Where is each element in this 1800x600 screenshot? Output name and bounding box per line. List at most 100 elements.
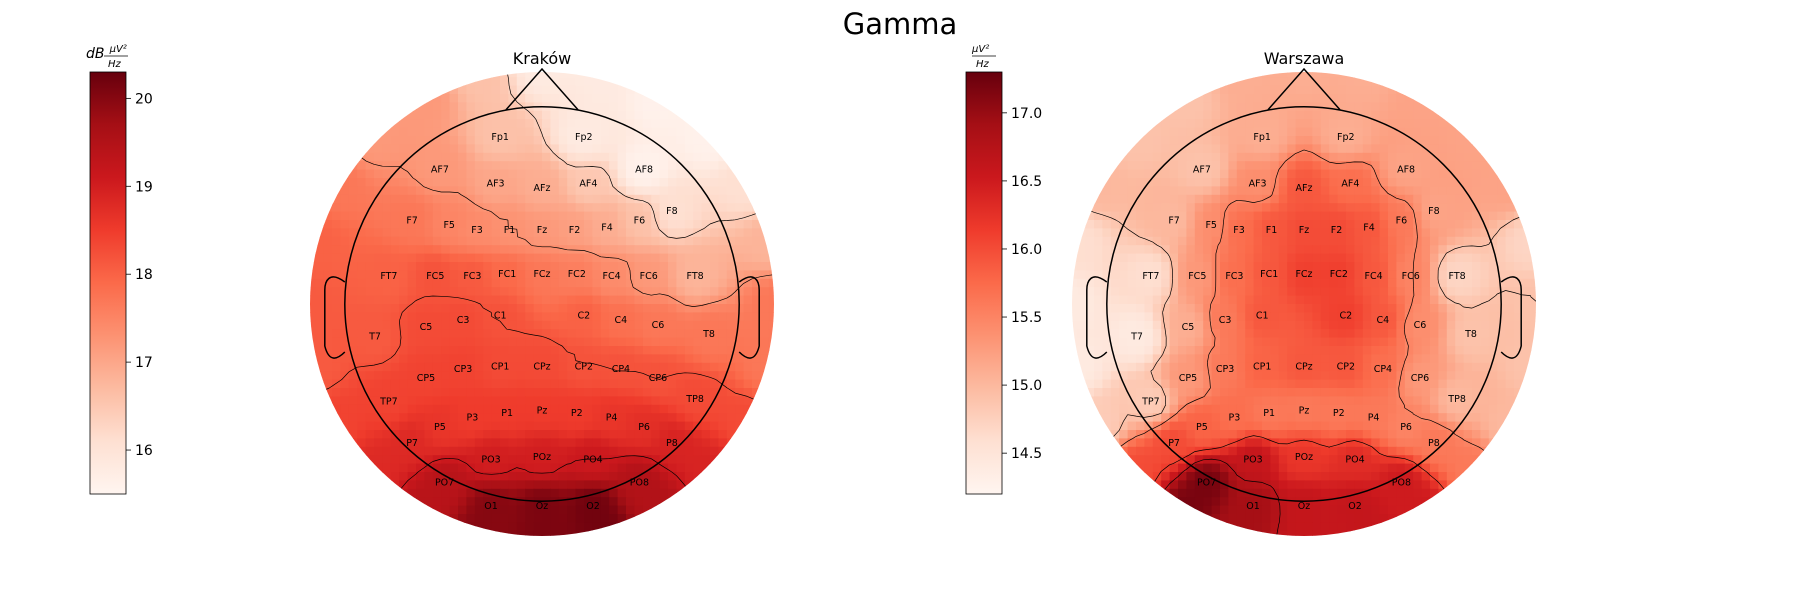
- heatmap-cell: [1430, 329, 1439, 339]
- heatmap-cell: [424, 127, 434, 137]
- heatmap-cell: [533, 169, 543, 179]
- heatmap-cell: [407, 94, 417, 103]
- heatmap-cell: [1127, 127, 1137, 137]
- heatmap-cell: [483, 337, 493, 347]
- heatmap-cell: [743, 278, 753, 288]
- heatmap-cell: [542, 530, 551, 536]
- heatmap-cell: [710, 463, 719, 473]
- heatmap-cell: [1539, 287, 1548, 296]
- heatmap-cell: [584, 472, 593, 481]
- heatmap-cell: [466, 110, 476, 120]
- heatmap-cell: [1144, 110, 1154, 120]
- heatmap-cell: [609, 245, 619, 255]
- heatmap-cell: [315, 220, 325, 229]
- heatmap-cell: [584, 77, 593, 87]
- heatmap-cell: [718, 337, 728, 347]
- heatmap-cell: [1329, 152, 1339, 162]
- heatmap-cell: [542, 522, 551, 532]
- heatmap-cell: [1388, 253, 1397, 263]
- heatmap-cell: [726, 270, 736, 280]
- electrode-label: F1: [504, 225, 516, 236]
- heatmap-cell: [1072, 312, 1078, 322]
- heatmap-cell: [1270, 421, 1280, 431]
- heatmap-cell: [424, 362, 434, 372]
- heatmap-cell: [626, 287, 635, 297]
- heatmap-cell: [382, 236, 392, 246]
- heatmap-cell: [735, 278, 745, 288]
- heatmap-cell: [1312, 320, 1322, 330]
- heatmap-cell: [1253, 278, 1263, 288]
- heatmap-cell: [718, 152, 728, 162]
- heatmap-cell: [508, 371, 518, 381]
- heatmap-cell: [1514, 354, 1523, 364]
- heatmap-cell: [1480, 203, 1490, 213]
- heatmap-cell: [710, 161, 719, 171]
- heatmap-cell: [584, 220, 593, 229]
- heatmap-cell: [432, 472, 442, 481]
- heatmap-cell: [1304, 430, 1313, 439]
- heatmap-cell: [516, 253, 526, 263]
- heatmap-cell: [1455, 404, 1465, 414]
- heatmap-cell: [1278, 236, 1288, 246]
- heatmap-cell: [584, 514, 593, 523]
- heatmap-cell: [693, 228, 703, 238]
- heatmap-cell: [542, 304, 551, 313]
- heatmap-cell: [1304, 278, 1313, 288]
- heatmap-cell: [668, 102, 677, 112]
- heatmap-cell: [550, 270, 560, 280]
- heatmap-cell: [659, 262, 669, 271]
- heatmap-cell: [1522, 220, 1532, 229]
- heatmap-cell: [500, 144, 509, 154]
- heatmap-cell: [1278, 169, 1288, 179]
- heatmap-cell: [1110, 236, 1120, 246]
- heatmap-cell: [726, 253, 736, 263]
- heatmap-cell: [1253, 404, 1263, 414]
- heatmap-cell: [1186, 220, 1196, 229]
- heatmap-cell: [1203, 194, 1213, 204]
- heatmap-cell: [558, 211, 568, 221]
- heatmap-cell: [651, 421, 661, 431]
- heatmap-cell: [458, 488, 467, 498]
- heatmap-cell: [701, 220, 711, 229]
- heatmap-cell: [1228, 102, 1238, 112]
- heatmap-cell: [1463, 220, 1473, 229]
- heatmap-cell: [651, 480, 661, 490]
- heatmap-cell: [701, 329, 711, 339]
- heatmap-cell: [1497, 396, 1507, 406]
- heatmap-cell: [542, 472, 551, 481]
- heatmap-cell: [1169, 161, 1179, 171]
- heatmap-cell: [1446, 354, 1456, 364]
- heatmap-cell: [1220, 236, 1229, 246]
- heatmap-cell: [399, 362, 409, 372]
- heatmap-cell: [1320, 262, 1330, 271]
- heatmap-cell: [458, 514, 467, 523]
- heatmap-cell: [516, 102, 526, 112]
- heatmap-cell: [1472, 136, 1481, 145]
- heatmap-cell: [1161, 102, 1171, 112]
- heatmap-cell: [1228, 413, 1238, 423]
- heatmap-cell: [374, 472, 383, 481]
- heatmap-cell: [390, 161, 400, 171]
- heatmap-cell: [424, 186, 434, 196]
- heatmap-cell: [575, 472, 585, 481]
- heatmap-cell: [407, 379, 417, 389]
- heatmap-cell: [668, 346, 677, 355]
- heatmap-cell: [1497, 178, 1507, 187]
- heatmap-cell: [1236, 228, 1246, 238]
- electrode-label: O2: [586, 501, 600, 512]
- heatmap-cell: [1077, 396, 1087, 406]
- heatmap-cell: [1161, 161, 1171, 171]
- heatmap-cell: [542, 220, 551, 229]
- heatmap-cell: [584, 119, 593, 129]
- heatmap-cell: [1220, 413, 1229, 423]
- heatmap-cell: [1320, 144, 1330, 154]
- heatmap-cell: [525, 346, 535, 355]
- heatmap-cell: [441, 480, 451, 490]
- heatmap-cell: [348, 446, 358, 456]
- heatmap-cell: [659, 161, 669, 171]
- heatmap-cell: [550, 421, 560, 431]
- heatmap-cell: [441, 304, 451, 313]
- heatmap-cell: [567, 304, 577, 313]
- heatmap-cell: [315, 270, 325, 280]
- heatmap-cell: [1362, 152, 1372, 162]
